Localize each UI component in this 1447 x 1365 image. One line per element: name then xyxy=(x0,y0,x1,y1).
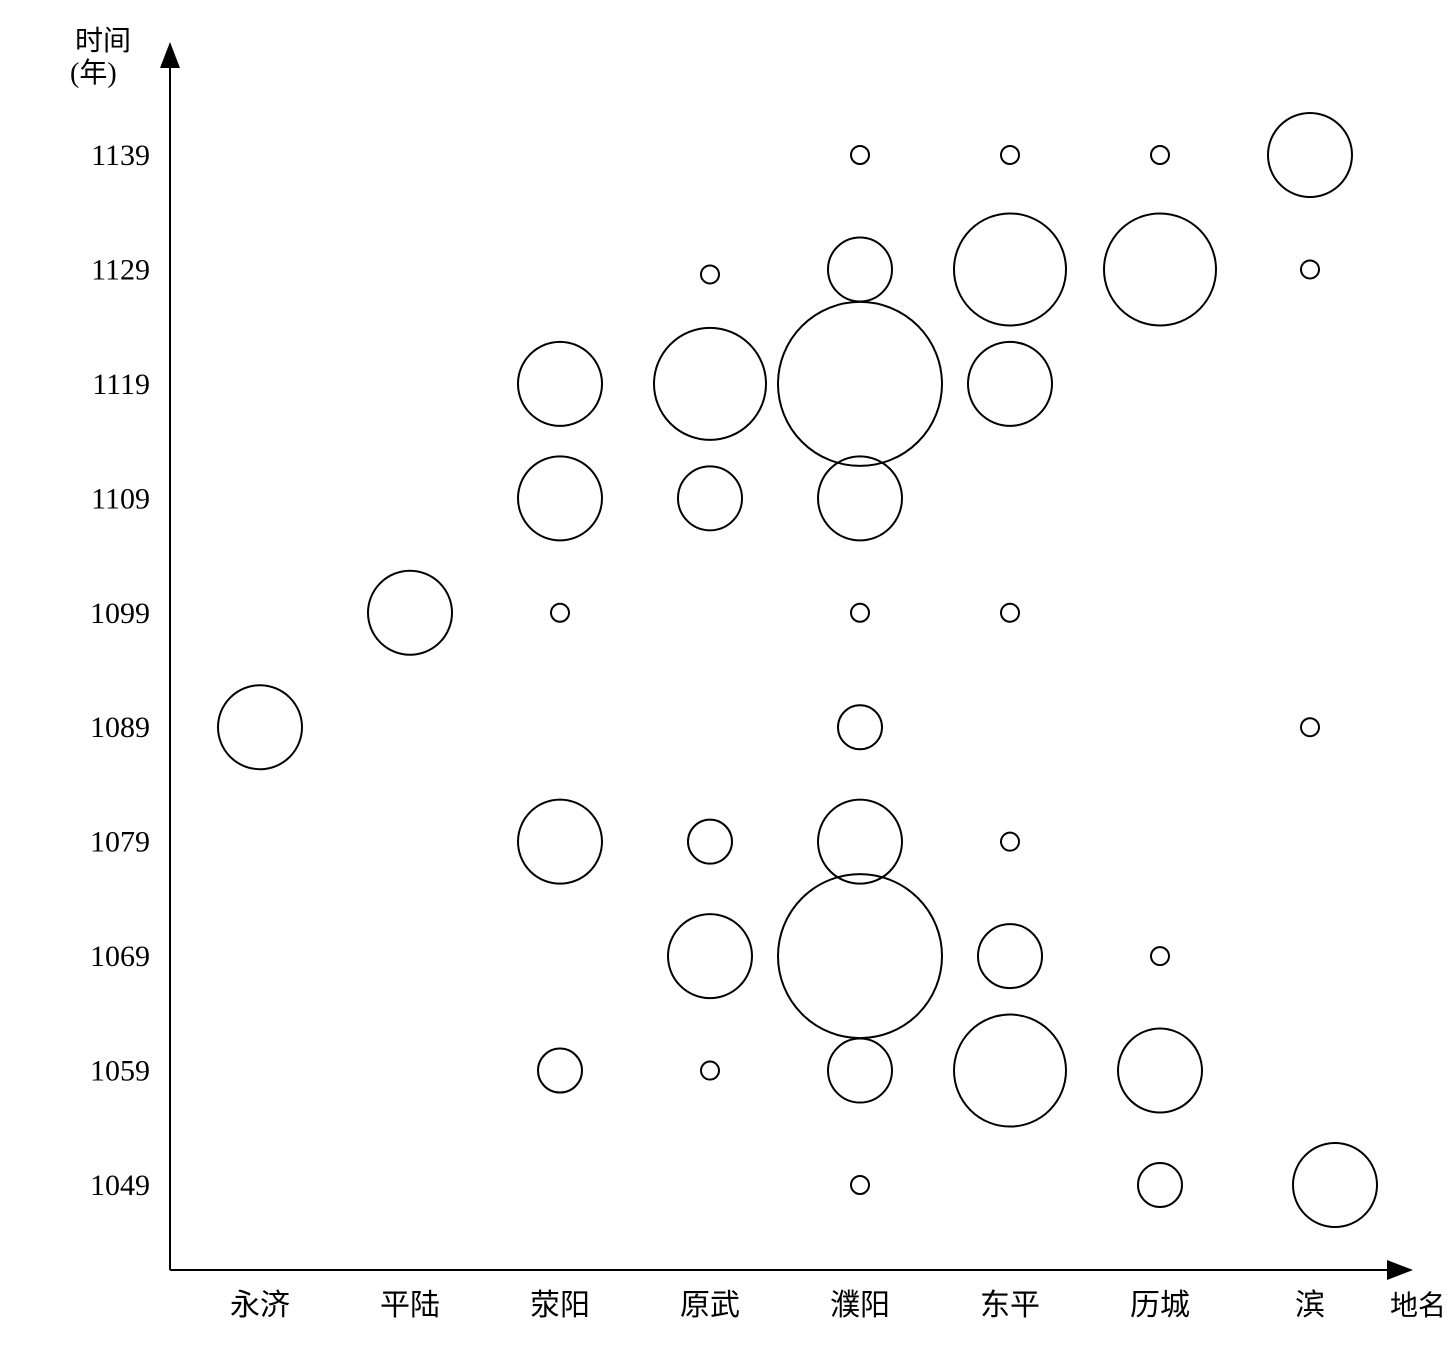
bubble xyxy=(828,1039,892,1103)
bubble xyxy=(838,705,882,749)
bubble xyxy=(778,302,942,466)
y-tick-label: 1079 xyxy=(90,826,150,859)
bubble xyxy=(1151,146,1169,164)
y-tick-label: 1119 xyxy=(92,368,150,401)
y-tick-label: 1099 xyxy=(90,597,150,630)
y-tick-label: 1049 xyxy=(90,1169,150,1202)
y-tick-label: 1109 xyxy=(91,482,150,515)
bubble xyxy=(968,342,1052,426)
bubble xyxy=(818,456,902,540)
bubble xyxy=(954,213,1066,325)
y-tick-label: 1089 xyxy=(90,711,150,744)
bubble xyxy=(978,924,1042,988)
bubble xyxy=(368,571,452,655)
bubble xyxy=(668,914,752,998)
bubble xyxy=(551,604,569,622)
x-tick-label: 荥阳 xyxy=(530,1289,590,1322)
bubble xyxy=(851,604,869,622)
bubble xyxy=(954,1015,1066,1127)
y-tick-label: 1069 xyxy=(90,940,150,973)
bubble xyxy=(701,265,719,283)
bubble xyxy=(1104,213,1216,325)
x-tick-label: 原武 xyxy=(680,1289,740,1322)
bubble xyxy=(1151,947,1169,965)
y-axis-arrow xyxy=(160,42,180,68)
x-tick-label: 永济 xyxy=(230,1289,290,1322)
bubble xyxy=(518,800,602,884)
y-tick-label: 1059 xyxy=(90,1055,150,1088)
bubble xyxy=(678,466,742,530)
x-axis-arrow xyxy=(1387,1260,1413,1280)
bubble xyxy=(778,874,942,1038)
bubble xyxy=(1138,1163,1182,1207)
bubble xyxy=(851,1176,869,1194)
bubble xyxy=(1301,718,1319,736)
bubble xyxy=(538,1049,582,1093)
bubble xyxy=(518,342,602,426)
y-tick-label: 1139 xyxy=(91,139,150,172)
bubble xyxy=(818,800,902,884)
bubble xyxy=(218,685,302,769)
y-axis-title-2: (年) xyxy=(70,57,117,89)
x-tick-label: 历城 xyxy=(1130,1289,1190,1322)
y-axis-title-1: 时间 xyxy=(75,25,131,57)
bubble-chart: 时间(年) 1049 1059 1069 1079 1089 1099 1109 1119 112… xyxy=(0,0,1447,1365)
bubble xyxy=(1268,113,1352,197)
x-tick-label: 平陆 xyxy=(380,1289,440,1322)
y-tick-label: 1129 xyxy=(91,253,150,286)
bubble xyxy=(1001,604,1019,622)
bubble xyxy=(518,456,602,540)
x-tick-label: 东平 xyxy=(980,1289,1040,1322)
bubble xyxy=(1301,260,1319,278)
bubble xyxy=(1001,146,1019,164)
bubble xyxy=(1001,833,1019,851)
bubble xyxy=(688,820,732,864)
x-tick-label: 濮阳 xyxy=(830,1289,890,1322)
bubble xyxy=(851,146,869,164)
bubble xyxy=(654,328,766,440)
x-tick-label: 滨 xyxy=(1295,1289,1325,1322)
bubble xyxy=(701,1062,719,1080)
bubble xyxy=(1118,1029,1202,1113)
bubble xyxy=(828,237,892,301)
bubble xyxy=(1293,1143,1377,1227)
x-axis-title: 地名 xyxy=(1390,1290,1446,1322)
